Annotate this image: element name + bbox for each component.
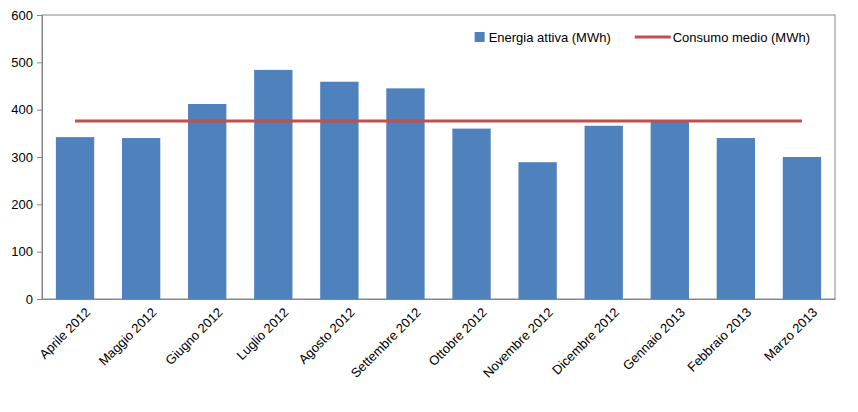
x-tick: Giugno 2012 [162, 299, 225, 368]
marks [56, 70, 821, 299]
x-tick-label: Agosto 2012 [295, 305, 357, 367]
bar [254, 70, 292, 299]
x-tick-label: Dicembre 2012 [549, 305, 622, 378]
x-tick-label: Novembre 2012 [480, 305, 556, 381]
x-tick: Agosto 2012 [295, 299, 357, 367]
y-tick: 100 [11, 244, 42, 259]
y-tick-label: 400 [11, 102, 33, 117]
x-tick-label: Marzo 2013 [761, 305, 820, 364]
legend-item: Energia attiva (MWh) [475, 30, 611, 45]
bar [188, 104, 226, 299]
legend-label: Energia attiva (MWh) [489, 30, 611, 45]
bar-series [56, 70, 821, 299]
x-tick-label: Settembre 2012 [348, 305, 424, 381]
x-tick-label: Ottobre 2012 [426, 305, 490, 369]
y-tick: 200 [11, 197, 42, 212]
legend-swatch [635, 36, 671, 39]
y-tick: 500 [11, 55, 42, 70]
y-axis-line [37, 16, 43, 300]
y-tick-mark [37, 204, 42, 205]
x-tick: Maggio 2012 [96, 299, 160, 368]
x-tick: Dicembre 2012 [549, 299, 622, 378]
bar [717, 138, 755, 299]
x-tick: Luglio 2012 [233, 299, 291, 363]
y-tick-label: 500 [11, 55, 33, 70]
plot: 0 100 200 300 400 500 600 Aprile 2012Maggio 201… [11, 8, 835, 381]
x-axis-line [43, 299, 836, 300]
bar [518, 162, 556, 299]
x-tick: Gennaio 2013 [620, 299, 688, 373]
y-tick-mark [37, 15, 42, 16]
y-tick-label: 200 [11, 197, 33, 212]
x-tick: Febbraio 2013 [684, 299, 754, 375]
bar [56, 137, 94, 299]
y-axis: 0 100 200 300 400 500 600 [11, 8, 42, 307]
x-tick: Novembre 2012 [480, 299, 556, 381]
bar [783, 157, 821, 299]
legend-swatch [475, 32, 485, 42]
bar [651, 122, 689, 300]
x-tick-label: Aprile 2012 [36, 305, 93, 362]
legend-item: Consumo medio (MWh) [635, 30, 810, 45]
y-tick-mark [37, 299, 42, 300]
y-tick-mark [37, 157, 42, 158]
y-tick: 300 [11, 150, 42, 165]
chart: 0 100 200 300 400 500 600 Aprile 2012Maggio 201… [0, 0, 858, 412]
x-tick-label: Gennaio 2013 [620, 305, 688, 373]
y-tick-mark [37, 252, 42, 253]
x-tick: Settembre 2012 [348, 299, 424, 381]
x-tick-label: Giugno 2012 [162, 305, 225, 368]
x-tick-label: Febbraio 2013 [684, 305, 754, 375]
y-tick-label: 300 [11, 150, 33, 165]
bar [452, 129, 490, 299]
y-tick-label: 600 [11, 8, 33, 23]
x-tick: Marzo 2013 [761, 299, 820, 364]
line [75, 120, 802, 123]
plot-frame [42, 15, 835, 299]
legend: Energia attiva (MWh) Consumo medio (MWh) [475, 30, 810, 45]
legend-label: Consumo medio (MWh) [673, 30, 810, 45]
bar [122, 138, 160, 299]
y-tick-mark [37, 62, 42, 63]
y-tick-mark [37, 110, 42, 111]
y-tick: 0 [26, 292, 42, 307]
y-tick-label: 0 [26, 292, 33, 307]
x-axis: Aprile 2012Maggio 2012Giugno 2012Luglio … [36, 299, 835, 381]
bar [585, 126, 623, 299]
y-tick-label: 100 [11, 244, 33, 259]
y-tick: 400 [11, 102, 42, 117]
x-tick-label: Luglio 2012 [233, 305, 291, 363]
x-tick: Ottobre 2012 [426, 299, 490, 369]
y-tick: 600 [11, 8, 42, 23]
bar [320, 82, 358, 299]
x-tick-label: Maggio 2012 [96, 305, 160, 369]
x-tick: Aprile 2012 [36, 299, 93, 362]
